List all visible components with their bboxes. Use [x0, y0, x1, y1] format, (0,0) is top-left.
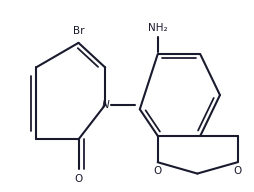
Text: N: N [101, 100, 109, 110]
Text: NH₂: NH₂ [148, 23, 167, 33]
Text: O: O [74, 174, 83, 184]
Text: O: O [233, 166, 242, 176]
Text: O: O [153, 166, 162, 176]
Text: Br: Br [73, 26, 84, 36]
